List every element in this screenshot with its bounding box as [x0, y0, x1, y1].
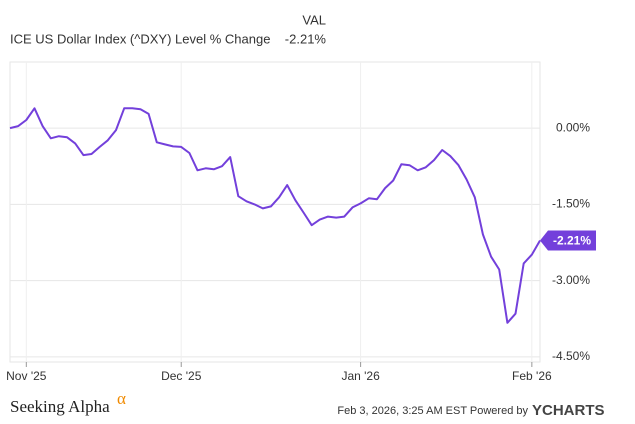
value-tag [540, 230, 596, 251]
legend-value: -2.21% [285, 31, 327, 46]
legend-name: ICE US Dollar Index (^DXY) Level % Chang… [10, 31, 270, 46]
y-tick-label: -3.00% [552, 273, 590, 287]
y-tick-label: 0.00% [556, 120, 590, 134]
value-tag-label: -2.21% [553, 234, 591, 248]
y-tick-label: -1.50% [552, 197, 590, 211]
legend-header: VAL [302, 12, 326, 27]
x-tick-label: Dec '25 [161, 369, 202, 383]
plot-border [9, 61, 541, 363]
x-tick-label: Feb '26 [512, 369, 552, 383]
brand-symbol: α [117, 389, 126, 408]
timestamp: Feb 3, 2026, 3:25 AM EST Powered by [337, 405, 528, 417]
line [9, 107, 541, 324]
provider-logo: YCHARTS [532, 402, 605, 419]
x-tick-label: Jan '26 [341, 369, 380, 383]
x-tick-label: Nov '25 [6, 369, 47, 383]
y-tick-label: -4.50% [552, 349, 590, 363]
brand-logo: Seeking Alpha [10, 397, 110, 416]
